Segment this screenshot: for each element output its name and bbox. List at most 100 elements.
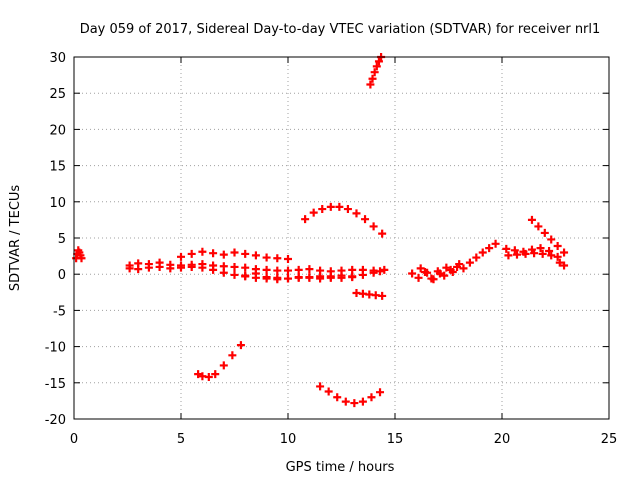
- data-series: [527, 215, 569, 257]
- data-point: [374, 57, 383, 66]
- data-point: [284, 266, 292, 275]
- data-point: [219, 268, 228, 277]
- data-point: [545, 247, 554, 256]
- data-point: [230, 270, 239, 279]
- data-point: [326, 273, 335, 282]
- data-point: [485, 244, 494, 253]
- y-axis-label: SDTVAR / TECUs: [8, 185, 23, 292]
- data-point: [553, 241, 562, 250]
- data-series: [316, 382, 385, 408]
- data-point: [273, 266, 282, 275]
- data-point: [429, 275, 438, 284]
- x-axis-label: GPS time / hours: [286, 460, 395, 475]
- data-point: [536, 244, 545, 253]
- data-point: [335, 202, 344, 211]
- y-tick-label: -15: [45, 377, 66, 392]
- data-point: [369, 268, 378, 277]
- data-point: [348, 273, 357, 282]
- y-tick-label: -20: [45, 413, 66, 428]
- data-point: [262, 253, 271, 262]
- chart-title: Day 059 of 2017, Sidereal Day-to-day VTE…: [80, 22, 601, 37]
- data-point: [230, 248, 239, 257]
- data-point: [309, 208, 318, 217]
- data-point: [440, 271, 449, 280]
- data-point: [333, 393, 342, 402]
- y-tick-label: 10: [49, 196, 66, 211]
- x-tick-label: 20: [494, 432, 511, 447]
- data-point: [366, 80, 375, 89]
- data-point: [455, 260, 464, 269]
- data-series: [72, 246, 86, 263]
- data-series: [366, 53, 386, 89]
- data-point: [337, 273, 346, 282]
- data-point: [358, 270, 367, 279]
- data-point: [166, 264, 175, 273]
- data-point: [369, 222, 378, 231]
- data-point: [177, 263, 185, 272]
- data-point: [262, 265, 271, 274]
- data-series: [416, 260, 464, 284]
- data-point: [472, 253, 481, 262]
- data-point: [262, 273, 271, 282]
- y-tick-label: -10: [45, 341, 66, 356]
- data-point: [378, 229, 387, 238]
- data-point: [372, 62, 381, 71]
- data-point: [350, 399, 359, 408]
- y-tick-label: 15: [49, 160, 66, 175]
- data-point: [553, 252, 562, 261]
- data-series: [352, 289, 387, 300]
- data-point: [187, 249, 196, 258]
- x-tick-label: 0: [70, 432, 78, 447]
- data-point: [125, 264, 134, 273]
- grid: [74, 57, 609, 419]
- data-point: [284, 274, 292, 283]
- y-tick-label: 30: [49, 51, 66, 66]
- data-point: [241, 249, 250, 258]
- data-point: [376, 267, 385, 276]
- data-point: [155, 262, 164, 271]
- data-point: [230, 262, 239, 271]
- data-point: [538, 249, 547, 258]
- data-point: [326, 202, 335, 211]
- data-point: [478, 248, 487, 257]
- data-point: [376, 388, 385, 397]
- data-point: [198, 263, 207, 272]
- data-point: [301, 215, 310, 224]
- data-point: [316, 382, 325, 391]
- data-point: [194, 370, 203, 379]
- y-tick-label: 20: [49, 123, 66, 138]
- data-point: [204, 373, 213, 382]
- data-series: [301, 202, 387, 238]
- data-point: [416, 264, 425, 273]
- data-point: [219, 250, 228, 259]
- data-point: [228, 351, 237, 360]
- data-point: [555, 258, 564, 267]
- data-points: [72, 53, 569, 408]
- data-series: [125, 262, 207, 274]
- data-point: [273, 254, 282, 263]
- data-point: [459, 264, 468, 273]
- axis-ticks: [73, 56, 610, 420]
- data-point: [380, 265, 389, 274]
- data-point: [560, 248, 569, 257]
- data-point: [442, 263, 451, 272]
- data-point: [198, 247, 207, 256]
- data-point: [368, 74, 377, 83]
- data-point: [358, 397, 367, 406]
- data-point: [219, 361, 228, 370]
- data-point: [510, 246, 519, 255]
- data-point: [534, 222, 543, 231]
- tick-labels: 0 5 10 15 20 25 -20 -15 -10 -5 0 5 10 15 20 25 30: [45, 51, 618, 447]
- data-point: [284, 254, 292, 263]
- data-point: [134, 265, 143, 274]
- data-series: [194, 341, 245, 382]
- data-point: [435, 269, 444, 278]
- data-point: [367, 393, 376, 402]
- data-point: [177, 252, 185, 261]
- data-point: [211, 370, 220, 379]
- data-point: [324, 387, 333, 396]
- data-point: [530, 249, 539, 258]
- data-point: [370, 68, 379, 77]
- data-point: [305, 265, 314, 274]
